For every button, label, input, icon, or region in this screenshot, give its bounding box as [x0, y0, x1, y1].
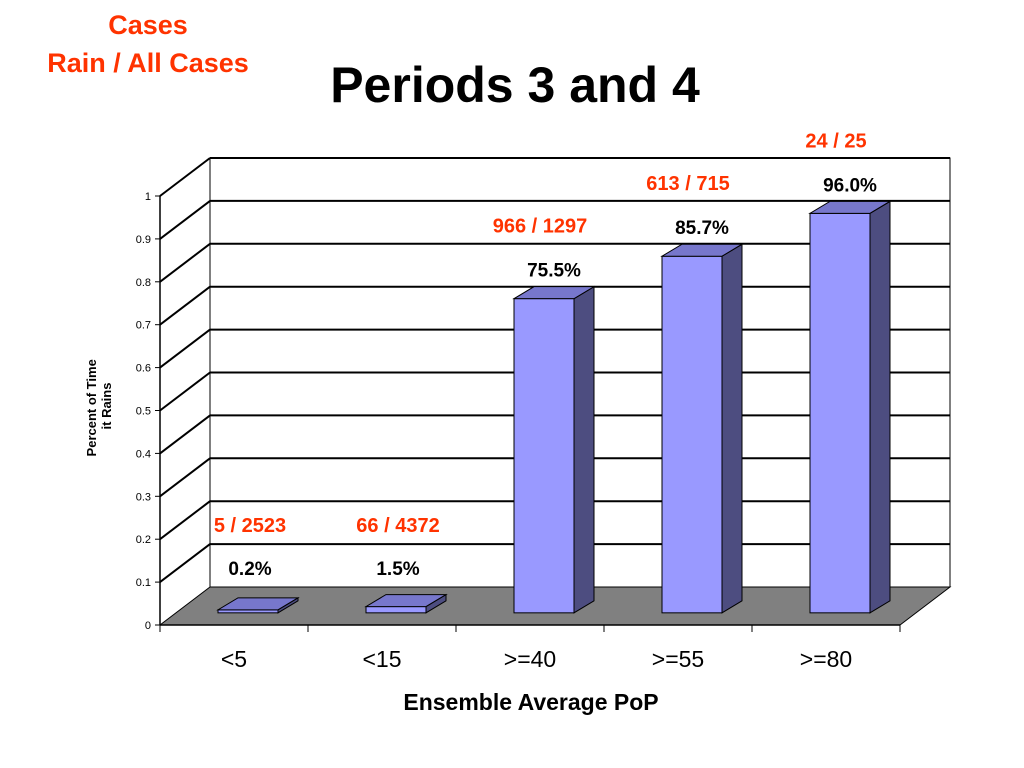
- value-label: 0.2%: [228, 559, 271, 580]
- y-tick-label: 0.7: [136, 320, 151, 332]
- bar: [216, 596, 300, 614]
- value-label: 85.7%: [675, 218, 729, 239]
- bar-side: [573, 285, 595, 614]
- gridline-side: [159, 328, 211, 369]
- gridline-side: [159, 371, 211, 412]
- y-tick-label: 0: [145, 620, 151, 632]
- chart-title: Periods 3 and 4: [330, 57, 700, 113]
- x-tick-label: >=55: [652, 646, 704, 672]
- y-axis: 0 0.1 0.2 0.3 0.4 0.5 0.6 0.7 0.8 0.9 1: [136, 191, 161, 632]
- bar-front: [661, 255, 723, 614]
- bar-top: [660, 243, 744, 257]
- bar: [512, 285, 596, 614]
- y-tick-label: 0.5: [136, 406, 151, 418]
- gridline-side: [159, 457, 211, 498]
- case-legend: Cases Rain / All Cases: [0, 6, 296, 82]
- bar-front: [365, 606, 427, 614]
- y-axis-label-line-2: it Rains: [99, 383, 114, 430]
- case-count-label: 613 / 715: [646, 173, 729, 195]
- bar: [808, 200, 892, 614]
- case-count-label: 966 / 1297: [493, 216, 588, 238]
- x-tick-label: <15: [362, 646, 401, 672]
- gridline-side: [159, 200, 211, 240]
- y-tick-label: 0.3: [136, 491, 151, 503]
- y-tick-label: 1: [145, 191, 151, 203]
- case-count-label: 66 / 4372: [356, 515, 439, 537]
- y-axis-label: Percent of Time it Rains: [84, 356, 114, 457]
- gridline-side: [159, 500, 211, 540]
- x-axis: <5 <15 >=40 >=55 >=80: [159, 624, 901, 672]
- y-tick-label: 0.6: [136, 363, 151, 375]
- bars: [216, 200, 892, 614]
- bar-top: [364, 594, 448, 608]
- gridline-side: [159, 157, 211, 197]
- bar-front: [513, 298, 575, 614]
- case-count-label: 5 / 2523: [214, 515, 286, 537]
- x-tick-label: <5: [221, 646, 247, 672]
- y-axis-label-line-1: Percent of Time: [84, 359, 99, 456]
- y-tick-label: 0.8: [136, 277, 151, 289]
- x-axis-label: Ensemble Average PoP: [403, 689, 658, 715]
- bar-top: [512, 286, 596, 300]
- bar-side: [869, 200, 891, 614]
- value-label: 75.5%: [527, 261, 581, 282]
- value-label: 96.0%: [823, 175, 877, 196]
- x-tick-label: >=80: [800, 646, 852, 672]
- legend-line-rain-all-cases: Rain / All Cases: [47, 48, 249, 78]
- x-tick-label: >=40: [504, 646, 556, 672]
- value-label: 1.5%: [376, 559, 419, 580]
- bar-side: [721, 243, 743, 614]
- case-count-label: 24 / 25: [805, 130, 866, 152]
- legend-line-cases: Cases: [108, 10, 188, 40]
- bar-front: [809, 212, 871, 614]
- data-labels: 0.2% 5 / 2523 1.5% 66 / 4372 75.5% 966 / 1297…: [214, 130, 877, 580]
- bar: [660, 243, 744, 614]
- y-tick-label: 0.9: [136, 234, 151, 246]
- bar-top: [216, 597, 300, 611]
- gridline-side: [159, 243, 211, 283]
- y-tick-label: 0.4: [136, 448, 151, 460]
- gridline-side: [159, 543, 211, 583]
- gridline-side: [159, 414, 211, 455]
- bar: [364, 593, 448, 614]
- y-tick-label: 0.1: [136, 577, 151, 589]
- y-tick-label: 0.2: [136, 534, 151, 546]
- bar-top: [808, 200, 892, 214]
- gridline-side: [159, 285, 211, 326]
